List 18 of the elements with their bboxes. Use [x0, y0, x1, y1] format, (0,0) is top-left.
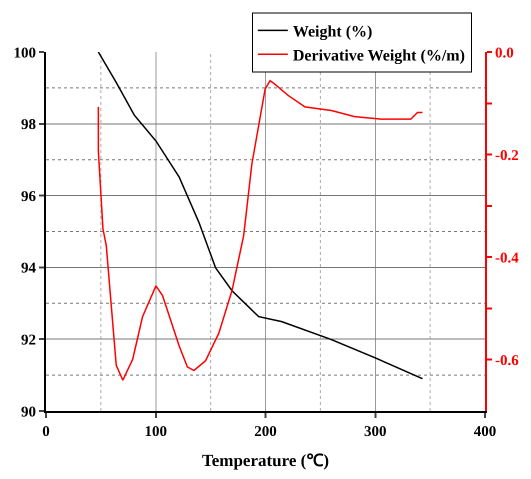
y-tick-label: 98: [21, 117, 36, 134]
y2-tick-label: 0.0: [495, 45, 514, 62]
y-tick-label: 96: [21, 188, 36, 205]
x-axis-title: Temperature (℃): [202, 450, 330, 470]
y-tick-label: 92: [21, 332, 36, 348]
x-tick-label: 200: [254, 424, 277, 440]
y2-tick-label: -0.2: [495, 148, 519, 164]
y-tick-label: 90: [21, 404, 36, 420]
x-tick-label: 0: [42, 424, 50, 440]
x-tick-label: 100: [144, 424, 167, 440]
y-tick-label: 100: [14, 45, 36, 62]
y2-tick-label: -0.4: [495, 250, 520, 266]
x-tick-label: 300: [364, 424, 386, 440]
y-tick-label: 94: [21, 260, 36, 277]
y2-tick-label: -0.6: [495, 352, 520, 369]
x-tick-label: 400: [474, 424, 496, 440]
legend-label: Weight (%): [292, 24, 372, 41]
legend-label: Derivative Weight (%/m): [292, 47, 465, 64]
